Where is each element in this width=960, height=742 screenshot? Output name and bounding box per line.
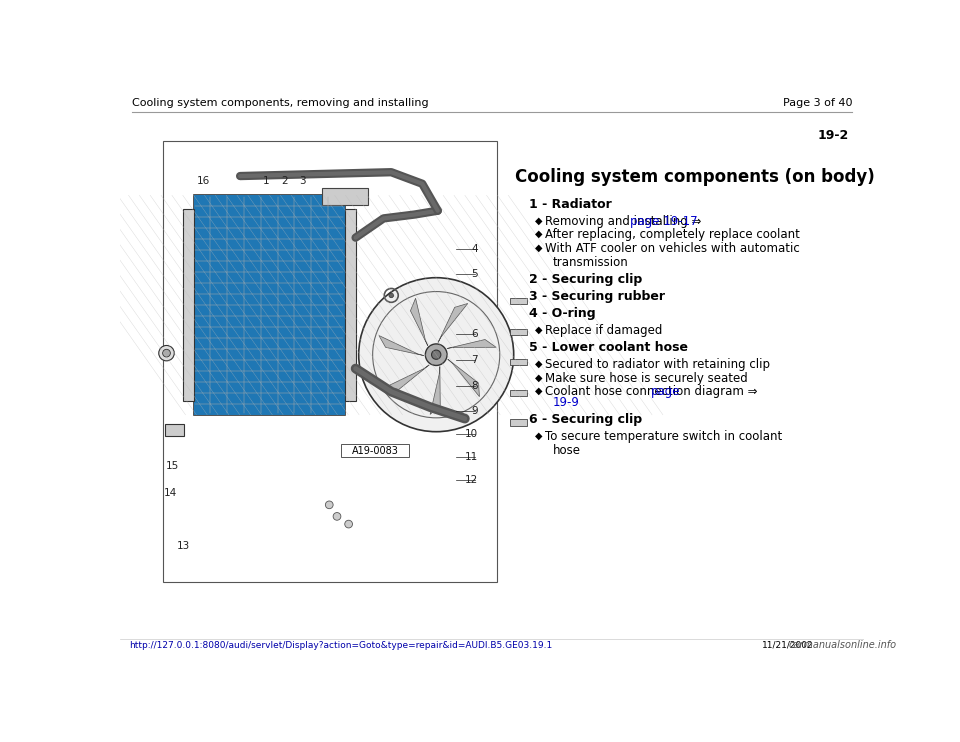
Text: 16: 16 [197, 177, 210, 186]
Circle shape [333, 513, 341, 520]
Text: page: page [651, 386, 681, 398]
Text: 8: 8 [471, 381, 478, 391]
Bar [182, 209, 194, 401]
Circle shape [325, 501, 333, 509]
Circle shape [432, 350, 441, 359]
Bar [510, 359, 527, 366]
Text: 11: 11 [465, 452, 478, 462]
Text: http://127.0.0.1:8080/audi/servlet/Display?action=Goto&type=repair&id=AUDI.B5.GE: http://127.0.0.1:8080/audi/servlet/Displ… [130, 640, 553, 649]
Text: 19-2: 19-2 [817, 129, 849, 142]
Text: 5: 5 [471, 269, 478, 279]
Text: 15: 15 [166, 462, 180, 471]
Text: 9: 9 [471, 406, 478, 416]
Text: 12: 12 [465, 475, 478, 485]
Text: 1: 1 [262, 177, 269, 186]
Bar [510, 419, 527, 425]
Polygon shape [447, 359, 479, 397]
Text: A19-0083: A19-0083 [351, 445, 398, 456]
Text: 7: 7 [471, 355, 478, 365]
Bar [322, 188, 368, 205]
Polygon shape [430, 367, 441, 415]
Polygon shape [379, 335, 423, 355]
Text: 4 - O-ring: 4 - O-ring [529, 307, 596, 320]
Polygon shape [438, 303, 468, 343]
Bar [165, 424, 183, 436]
Circle shape [359, 278, 514, 432]
Text: ◆: ◆ [536, 387, 543, 396]
Text: With ATF cooler on vehicles with automatic: With ATF cooler on vehicles with automat… [544, 243, 800, 255]
Text: ◆: ◆ [536, 215, 543, 226]
Bar [510, 390, 527, 396]
Text: ◆: ◆ [536, 431, 543, 441]
Text: ◆: ◆ [536, 358, 543, 369]
Bar [162, 142, 497, 582]
Text: 3: 3 [300, 177, 306, 186]
Bar [341, 444, 409, 457]
Polygon shape [385, 365, 429, 390]
Text: Removing and installing ⇒: Removing and installing ⇒ [544, 214, 705, 228]
Text: Replace if damaged: Replace if damaged [544, 324, 662, 337]
Text: Coolant hose connection diagram ⇒: Coolant hose connection diagram ⇒ [544, 386, 761, 398]
Text: 3 - Securing rubber: 3 - Securing rubber [529, 290, 665, 303]
Polygon shape [447, 340, 496, 349]
Text: Cooling system components, removing and installing: Cooling system components, removing and … [132, 98, 428, 108]
Text: 6 - Securing clip: 6 - Securing clip [529, 413, 642, 426]
Text: 13: 13 [177, 541, 190, 551]
Text: 11/21/2002: 11/21/2002 [761, 640, 813, 649]
Bar [510, 298, 527, 304]
Text: 5 - Lower coolant hose: 5 - Lower coolant hose [529, 341, 688, 354]
Text: After replacing, completely replace coolant: After replacing, completely replace cool… [544, 229, 800, 241]
Text: ◆: ◆ [536, 243, 543, 253]
Text: Secured to radiator with retaining clip: Secured to radiator with retaining clip [544, 358, 770, 371]
Circle shape [345, 520, 352, 528]
Polygon shape [411, 298, 428, 346]
Circle shape [389, 293, 394, 298]
Text: 6: 6 [471, 329, 478, 339]
Text: transmission: transmission [552, 256, 628, 269]
Text: 4: 4 [471, 244, 478, 255]
Text: page 19-17: page 19-17 [631, 214, 698, 228]
Text: To secure temperature switch in coolant: To secure temperature switch in coolant [544, 430, 782, 443]
Text: 14: 14 [164, 488, 177, 499]
Bar [194, 195, 345, 415]
Circle shape [162, 349, 170, 357]
Text: 2: 2 [281, 177, 288, 186]
Text: 1 - Radiator: 1 - Radiator [529, 197, 612, 211]
Text: 10: 10 [465, 429, 478, 439]
Text: Page 3 of 40: Page 3 of 40 [782, 98, 852, 108]
Text: ◆: ◆ [536, 372, 543, 382]
Text: hose: hose [552, 444, 581, 457]
Bar [345, 209, 355, 401]
Text: ◆: ◆ [536, 229, 543, 239]
Text: Make sure hose is securely seated: Make sure hose is securely seated [544, 372, 748, 384]
Text: ◆: ◆ [536, 325, 543, 335]
Bar [510, 329, 527, 335]
Text: Cooling system components (on body): Cooling system components (on body) [516, 168, 875, 186]
Bar [194, 195, 345, 415]
Circle shape [158, 346, 175, 361]
Text: carmanualsonline.info: carmanualsonline.info [788, 640, 897, 649]
Text: 19-9: 19-9 [552, 396, 579, 410]
Text: 2 - Securing clip: 2 - Securing clip [529, 273, 642, 286]
Circle shape [425, 344, 447, 366]
